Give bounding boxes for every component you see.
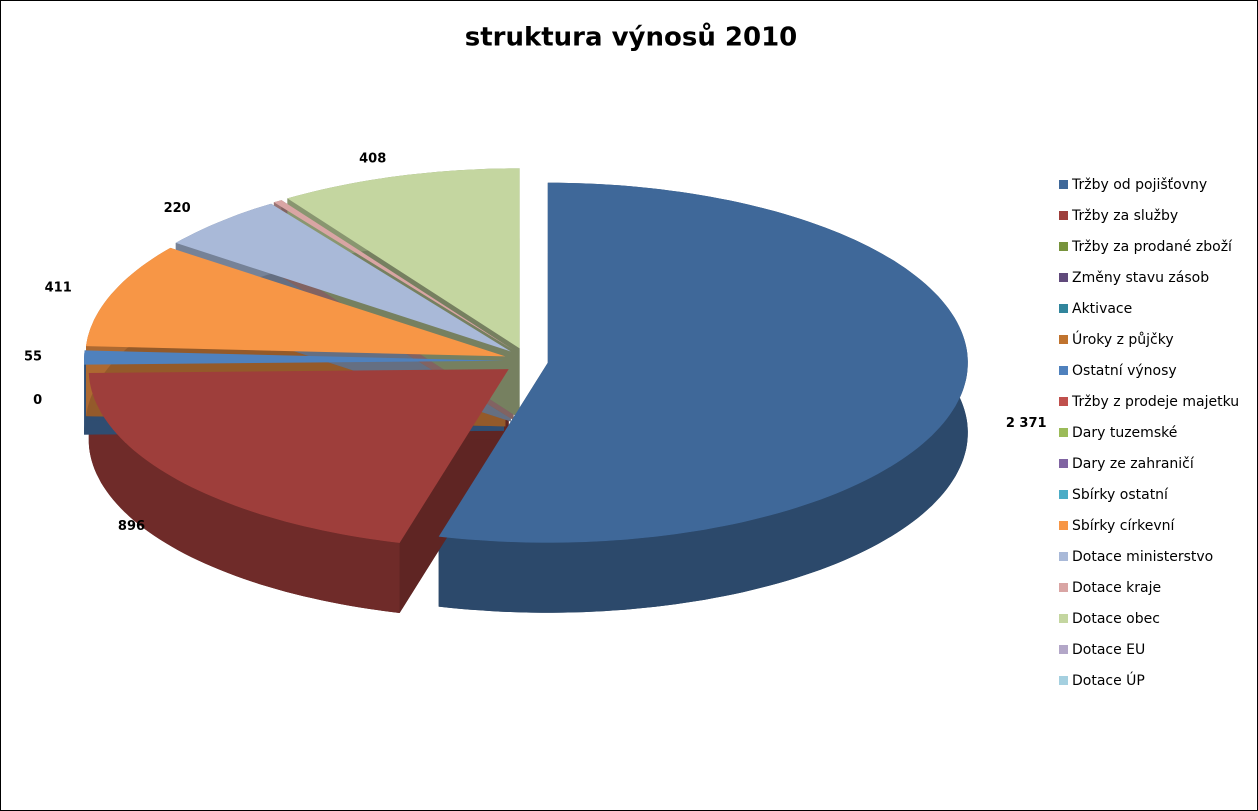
legend-label: Dary tuzemské xyxy=(1072,425,1177,441)
slice xyxy=(175,203,511,352)
legend-label: Tržby z prodeje majetku xyxy=(1071,394,1239,410)
legend-swatch xyxy=(1059,242,1068,251)
legend-swatch xyxy=(1059,273,1068,282)
legend-swatch xyxy=(1059,211,1068,220)
legend-label: Ostatní výnosy xyxy=(1072,363,1177,379)
legend-swatch xyxy=(1059,645,1068,654)
legend-swatch xyxy=(1059,397,1068,406)
slice xyxy=(273,200,514,351)
legend-label: Aktivace xyxy=(1072,301,1132,317)
slice-side xyxy=(84,350,85,435)
legend-label: Sbírky církevní xyxy=(1072,518,1175,534)
legend-label: Tržby za prodané zboží xyxy=(1071,239,1233,255)
chart-title: struktura výnosů 2010 xyxy=(465,22,798,53)
legend-swatch xyxy=(1059,676,1068,685)
legend-swatch xyxy=(1059,335,1068,344)
slice xyxy=(84,350,504,365)
slice xyxy=(86,247,506,357)
data-label: 2 371 xyxy=(1006,416,1047,431)
data-label: 0 xyxy=(33,393,42,408)
legend-label: Dotace ministerstvo xyxy=(1072,549,1213,565)
slice xyxy=(287,168,520,349)
legend-label: Sbírky ostatní xyxy=(1072,487,1169,503)
legend-swatch xyxy=(1059,366,1068,375)
legend-swatch xyxy=(1059,428,1068,437)
data-label: 408 xyxy=(359,151,386,166)
slice-side xyxy=(88,373,400,613)
legend-label: Dotace ÚP xyxy=(1072,671,1145,689)
legend-label: Dotace kraje xyxy=(1072,580,1161,596)
legend-swatch xyxy=(1059,459,1068,468)
legend-label: Dotace obec xyxy=(1072,611,1160,627)
legend-swatch xyxy=(1059,490,1068,499)
legend-swatch xyxy=(1059,614,1068,623)
data-label: 411 xyxy=(45,281,72,296)
legend-label: Tržby od pojišťovny xyxy=(1071,177,1207,193)
legend-label: Dotace EU xyxy=(1072,642,1145,658)
data-label: 896 xyxy=(118,519,145,534)
data-label: 55 xyxy=(24,350,42,365)
legend-label: Dary ze zahraničí xyxy=(1072,456,1195,472)
legend-swatch xyxy=(1059,521,1068,530)
legend-swatch xyxy=(1059,180,1068,189)
slice xyxy=(438,182,968,543)
slice xyxy=(88,369,509,543)
legend-swatch xyxy=(1059,304,1068,313)
legend-swatch xyxy=(1059,583,1068,592)
legend-label: Změny stavu zásob xyxy=(1072,270,1209,286)
legend-swatch xyxy=(1059,552,1068,561)
legend-label: Tržby za služby xyxy=(1071,208,1178,224)
legend-label: Úroky z půjčky xyxy=(1072,330,1174,348)
data-label: 220 xyxy=(164,201,191,216)
